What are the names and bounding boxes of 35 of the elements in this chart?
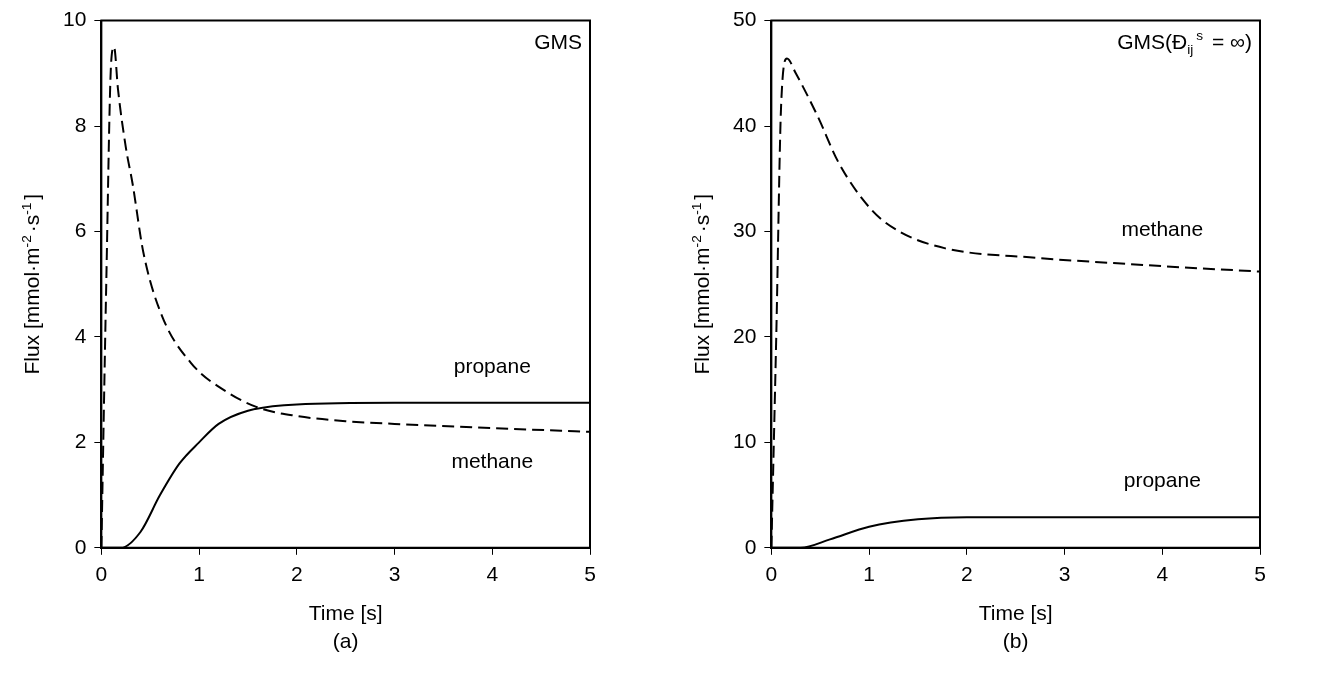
text: (b): [1002, 628, 1029, 652]
x-tick-label: 4: [1156, 562, 1169, 586]
y-tick-label: 30: [733, 218, 757, 242]
x-axis-title: Time [s]: [978, 600, 1053, 624]
y-tick-label: 4: [74, 323, 87, 347]
series-label: propane: [1123, 468, 1201, 492]
x-axis-title: Time [s]: [308, 600, 383, 624]
y-tick-label: 10: [63, 7, 87, 31]
x-tick-label: 0: [95, 562, 108, 586]
x-tick-label: 3: [388, 562, 401, 586]
y-tick-label: 8: [74, 112, 87, 136]
y-axis-title: Flux [mmol·m-2·s-1]: [18, 193, 44, 375]
y-axis-title: Flux [mmol·m-2·s-1]: [688, 193, 714, 375]
x-tick-label: 1: [193, 562, 205, 586]
x-tick-label: 5: [1254, 562, 1266, 586]
text: (a): [332, 628, 359, 652]
series-label: methane: [451, 449, 534, 473]
y-tick-label: 20: [733, 323, 757, 347]
x-tick-label: 0: [765, 562, 778, 586]
y-tick-label: 0: [74, 534, 87, 558]
x-tick-label: 2: [290, 562, 303, 586]
series-label: propane: [453, 353, 531, 377]
x-tick-label: 1: [863, 562, 875, 586]
y-tick-label: 40: [733, 112, 757, 136]
x-tick-label: 3: [1058, 562, 1071, 586]
y-tick-label: 10: [733, 429, 757, 453]
y-tick-label: 50: [733, 7, 757, 31]
x-tick-label: 2: [960, 562, 973, 586]
y-tick-label: 6: [74, 218, 87, 242]
chart-title: GMS: [534, 29, 583, 53]
series-label: methane: [1121, 217, 1204, 241]
x-tick-label: 5: [584, 562, 596, 586]
y-tick-label: 0: [744, 534, 757, 558]
x-tick-label: 4: [486, 562, 499, 586]
y-tick-label: 2: [74, 429, 87, 453]
